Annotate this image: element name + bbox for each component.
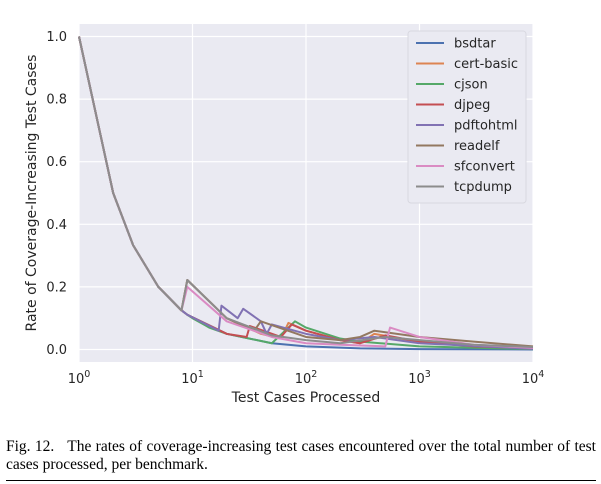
y-tick-label: 0.2 [46, 280, 67, 295]
legend: bsdtar cert-basic cjson djpeg pdftohtml reade… [407, 30, 527, 204]
caption-rule [6, 480, 596, 481]
legend-entry: cert-basic [454, 57, 518, 72]
series-lines [78, 36, 534, 351]
caption-text: The rates of coverage-increasing test ca… [6, 438, 596, 473]
y-tick-label: 0.0 [46, 343, 67, 358]
legend-entry: pdftohtml [454, 119, 518, 134]
legend-box [407, 30, 527, 204]
x-tick-label: 100 [68, 369, 91, 387]
x-tick-label: 103 [408, 369, 431, 387]
y-tick-label: 0.8 [46, 93, 67, 108]
legend-entry: readelf [454, 139, 500, 154]
caption-label: Fig. 12. [6, 438, 55, 455]
x-axis-label: Test Cases Processed [231, 390, 381, 406]
x-tick-label: 101 [181, 369, 204, 387]
legend-entry: cjson [454, 78, 488, 93]
legend-entry: tcpdump [454, 180, 512, 195]
y-tick-label: 0.4 [46, 218, 67, 233]
legend-entry: sfconvert [454, 160, 515, 175]
y-axis-ticks: 0.0 0.2 0.4 0.6 0.8 1.0 [46, 30, 67, 358]
line-chart: 100 101 102 103 104 0.0 0.2 0.4 0.6 0.8 1.0 Test … [24, 24, 545, 406]
x-tick-label: 102 [295, 369, 318, 387]
x-tick-label: 104 [522, 369, 545, 387]
x-axis-ticks: 100 101 102 103 104 [68, 369, 545, 387]
figure-caption: Fig. 12. The rates of coverage-increasin… [6, 438, 596, 474]
legend-entry: bsdtar [454, 37, 496, 52]
y-axis-label: Rate of Coverage-Increasing Test Cases [24, 55, 40, 332]
y-tick-label: 1.0 [46, 30, 67, 45]
series-line-tcpdump [78, 36, 534, 348]
y-tick-label: 0.6 [46, 155, 67, 170]
legend-entry: djpeg [454, 98, 490, 113]
